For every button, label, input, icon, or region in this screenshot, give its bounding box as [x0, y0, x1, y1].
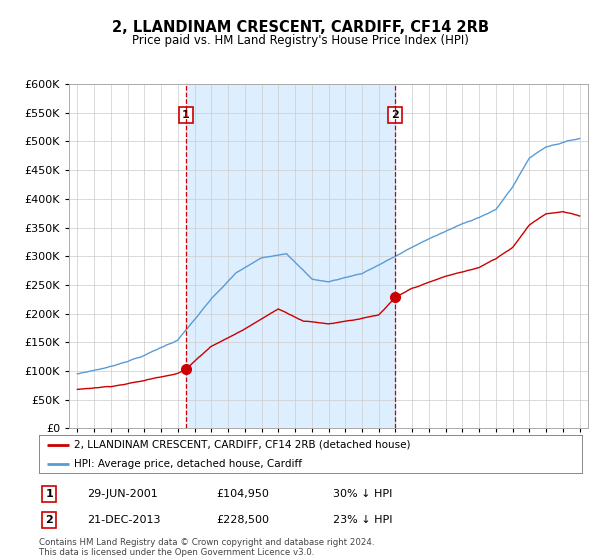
Text: HPI: Average price, detached house, Cardiff: HPI: Average price, detached house, Card… — [74, 459, 302, 469]
Text: Contains HM Land Registry data © Crown copyright and database right 2024.
This d: Contains HM Land Registry data © Crown c… — [39, 538, 374, 557]
Text: 23% ↓ HPI: 23% ↓ HPI — [333, 515, 392, 525]
Text: 1: 1 — [46, 489, 53, 499]
Text: 29-JUN-2001: 29-JUN-2001 — [87, 489, 158, 499]
Text: £228,500: £228,500 — [216, 515, 269, 525]
Bar — [186, 84, 395, 428]
Text: 2: 2 — [46, 515, 53, 525]
Text: 2, LLANDINAM CRESCENT, CARDIFF, CF14 2RB (detached house): 2, LLANDINAM CRESCENT, CARDIFF, CF14 2RB… — [74, 440, 411, 450]
Text: 21-DEC-2013: 21-DEC-2013 — [87, 515, 161, 525]
Text: 30% ↓ HPI: 30% ↓ HPI — [333, 489, 392, 499]
Text: Price paid vs. HM Land Registry's House Price Index (HPI): Price paid vs. HM Land Registry's House … — [131, 34, 469, 46]
Text: 2: 2 — [391, 110, 399, 120]
Text: 1: 1 — [182, 110, 190, 120]
Text: £104,950: £104,950 — [216, 489, 269, 499]
Text: 2, LLANDINAM CRESCENT, CARDIFF, CF14 2RB: 2, LLANDINAM CRESCENT, CARDIFF, CF14 2RB — [112, 20, 488, 35]
